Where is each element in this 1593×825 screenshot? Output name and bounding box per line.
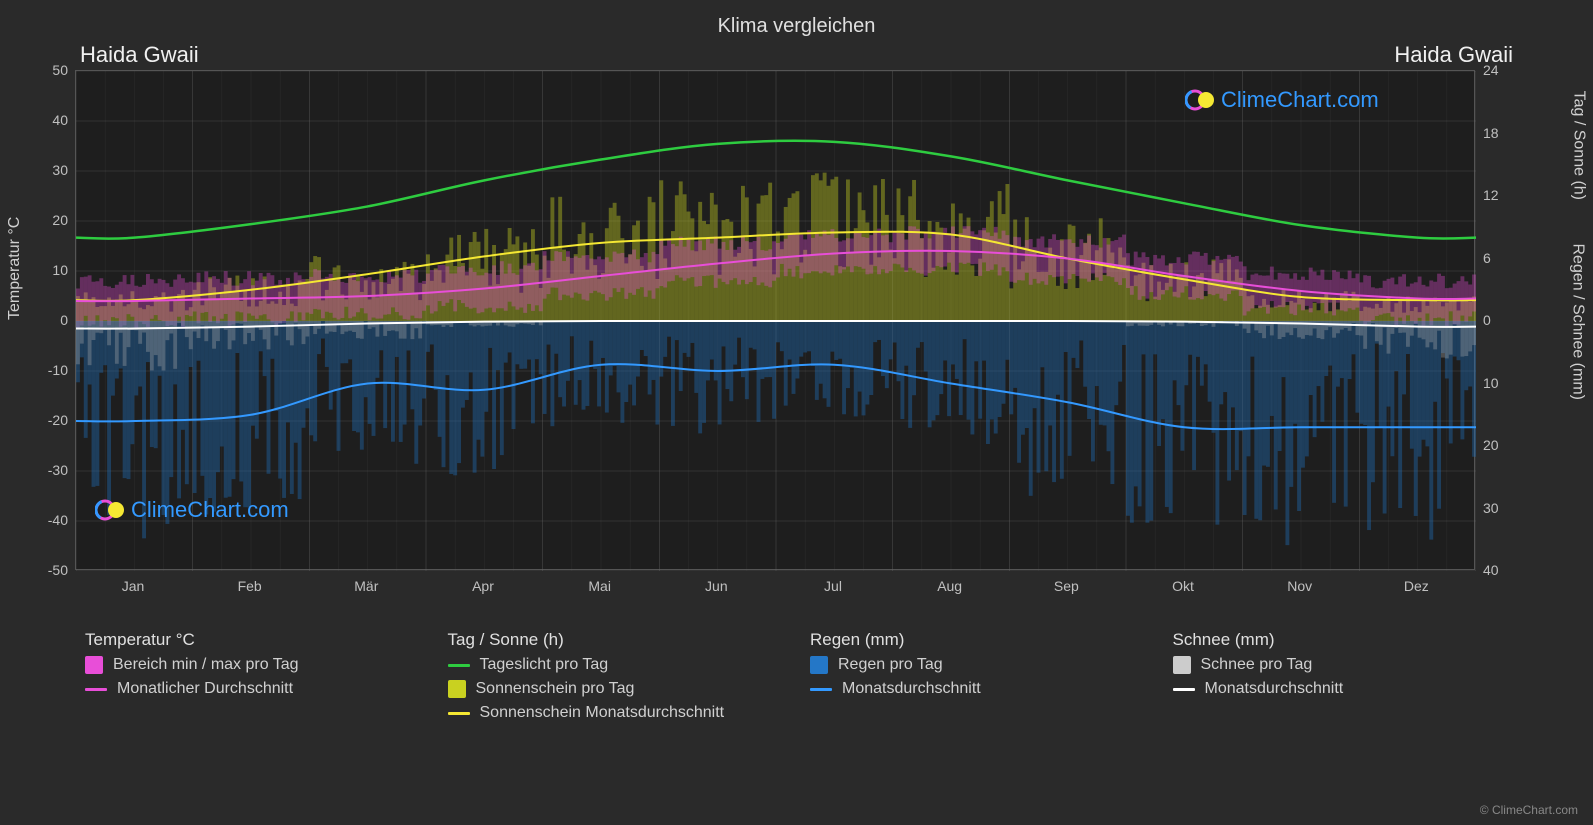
legend-header: Temperatur °C (85, 630, 428, 650)
legend-group: Temperatur °C Bereich min / max pro Tag Mo… (85, 630, 428, 728)
y-tick-right: 20 (1483, 437, 1499, 453)
legend-label: Regen pro Tag (838, 656, 943, 674)
y-tick-left: -50 (28, 562, 68, 578)
y-tick-left: 0 (28, 312, 68, 328)
legend-swatch (448, 712, 470, 715)
watermark-bottom: ClimeChart.com (95, 495, 289, 525)
y-tick-right: 18 (1483, 125, 1499, 141)
legend-item: Sonnenschein pro Tag (448, 680, 791, 698)
x-tick-month: Aug (892, 578, 1008, 594)
legend-item: Tageslicht pro Tag (448, 656, 791, 674)
x-tick-month: Okt (1125, 578, 1241, 594)
legend-label: Sonnenschein Monatsdurchschnitt (480, 704, 725, 722)
y-tick-right: 24 (1483, 62, 1499, 78)
y-tick-right: 12 (1483, 187, 1499, 203)
climechart-logo-icon (95, 495, 125, 525)
y-tick-left: -30 (28, 462, 68, 478)
x-tick-month: Mai (542, 578, 658, 594)
x-tick-month: Jun (658, 578, 774, 594)
x-tick-month: Mär (308, 578, 424, 594)
y-tick-left: 40 (28, 112, 68, 128)
legend-swatch (448, 664, 470, 667)
y-tick-right: 10 (1483, 375, 1499, 391)
y-tick-right: 0 (1483, 312, 1491, 328)
legend-swatch (85, 688, 107, 691)
watermark-text: ClimeChart.com (131, 497, 289, 523)
y-tick-left: 10 (28, 262, 68, 278)
watermark-top: ClimeChart.com (1185, 85, 1379, 115)
legend-header: Tag / Sonne (h) (448, 630, 791, 650)
x-tick-month: Dez (1358, 578, 1474, 594)
legend-item: Monatsdurchschnitt (810, 680, 1153, 698)
y-tick-left: -40 (28, 512, 68, 528)
legend-group: Tag / Sonne (h) Tageslicht pro Tag Sonnens… (448, 630, 791, 728)
x-tick-month: Apr (425, 578, 541, 594)
legend-item: Regen pro Tag (810, 656, 1153, 674)
y-tick-left: 50 (28, 62, 68, 78)
x-tick-month: Jan (75, 578, 191, 594)
y-tick-left: 20 (28, 212, 68, 228)
legend-item: Monatsdurchschnitt (1173, 680, 1516, 698)
legend-header: Regen (mm) (810, 630, 1153, 650)
copyright-text: © ClimeChart.com (1480, 803, 1578, 817)
y-tick-left: -20 (28, 412, 68, 428)
legend-swatch (810, 656, 828, 674)
legend-group: Regen (mm) Regen pro Tag Monatsdurchschnit… (810, 630, 1153, 728)
legend-item: Schnee pro Tag (1173, 656, 1516, 674)
x-tick-month: Sep (1008, 578, 1124, 594)
y-tick-right: 40 (1483, 562, 1499, 578)
legend: Temperatur °C Bereich min / max pro Tag Mo… (85, 630, 1515, 728)
legend-label: Schnee pro Tag (1201, 656, 1313, 674)
y-axis-right-top-label: Tag / Sonne (h) (1569, 91, 1587, 200)
y-tick-right: 6 (1483, 250, 1491, 266)
legend-label: Monatlicher Durchschnitt (117, 680, 293, 698)
y-tick-right: 30 (1483, 500, 1499, 516)
y-tick-left: -10 (28, 362, 68, 378)
legend-group: Schnee (mm) Schnee pro Tag Monatsdurchschn… (1173, 630, 1516, 728)
legend-label: Bereich min / max pro Tag (113, 656, 299, 674)
y-axis-right-bottom-label: Regen / Schnee (mm) (1569, 243, 1587, 400)
legend-item: Sonnenschein Monatsdurchschnitt (448, 704, 791, 722)
legend-label: Tageslicht pro Tag (480, 656, 609, 674)
legend-swatch (1173, 656, 1191, 674)
legend-label: Sonnenschein pro Tag (476, 680, 635, 698)
x-tick-month: Jul (775, 578, 891, 594)
x-tick-month: Nov (1242, 578, 1358, 594)
climechart-logo-icon (1185, 85, 1215, 115)
legend-swatch (85, 656, 103, 674)
location-label-left: Haida Gwaii (80, 42, 199, 68)
watermark-text: ClimeChart.com (1221, 87, 1379, 113)
x-tick-month: Feb (192, 578, 308, 594)
legend-label: Monatsdurchschnitt (842, 680, 981, 698)
legend-label: Monatsdurchschnitt (1205, 680, 1344, 698)
y-axis-left-label: Temperatur °C (6, 217, 24, 320)
legend-swatch (1173, 688, 1195, 691)
legend-swatch (810, 688, 832, 691)
chart-title: Klima vergleichen (0, 15, 1593, 38)
legend-item: Bereich min / max pro Tag (85, 656, 428, 674)
legend-header: Schnee (mm) (1173, 630, 1516, 650)
legend-swatch (448, 680, 466, 698)
legend-item: Monatlicher Durchschnitt (85, 680, 428, 698)
y-tick-left: 30 (28, 162, 68, 178)
